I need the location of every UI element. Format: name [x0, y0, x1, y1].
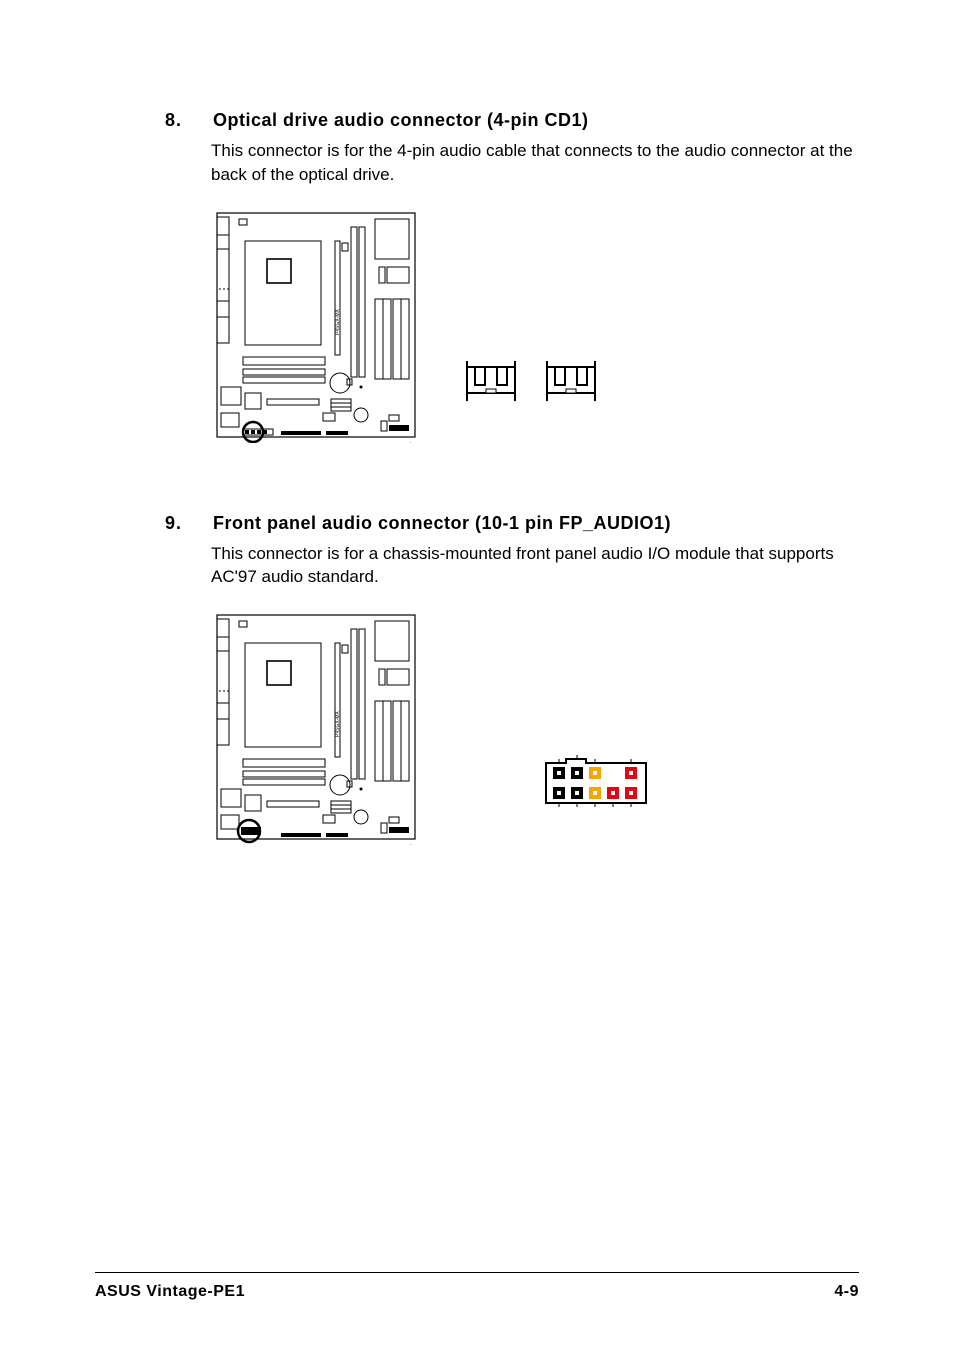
- section-8-body: This connector is for the 4-pin audio ca…: [211, 139, 859, 187]
- section-8: 8. Optical drive audio connector (4-pin …: [165, 110, 859, 443]
- motherboard-diagram-8: P4SGX-MX: [211, 207, 421, 443]
- section-9-header: 9. Front panel audio connector (10-1 pin…: [165, 513, 859, 534]
- section-9: 9. Front panel audio connector (10-1 pin…: [165, 513, 859, 846]
- section-number: 9.: [165, 513, 191, 534]
- motherboard-diagram-9: P4SGX-MX: [211, 609, 421, 845]
- svg-text:P4SGX-MX: P4SGX-MX: [335, 711, 341, 738]
- svg-text:P4SGX-MX: P4SGX-MX: [335, 308, 341, 335]
- cd-connectors: [461, 359, 601, 403]
- footer-product: ASUS Vintage-PE1: [95, 1283, 245, 1301]
- fp-audio-connector-icon: [541, 755, 651, 811]
- page-footer: ASUS Vintage-PE1 4-9: [95, 1272, 859, 1301]
- cd-connector-icon: [541, 359, 601, 403]
- section-number: 8.: [165, 110, 191, 131]
- section-title: Optical drive audio connector (4-pin CD1…: [213, 110, 589, 131]
- section-8-header: 8. Optical drive audio connector (4-pin …: [165, 110, 859, 131]
- section-9-body: This connector is for a chassis-mounted …: [211, 542, 859, 590]
- footer-page-number: 4-9: [834, 1283, 859, 1301]
- cd-connector-icon: [461, 359, 521, 403]
- section-title: Front panel audio connector (10-1 pin FP…: [213, 513, 671, 534]
- section-9-diagram: P4SGX-MX: [211, 609, 859, 845]
- section-8-diagram: P4SGX-MX: [211, 207, 859, 443]
